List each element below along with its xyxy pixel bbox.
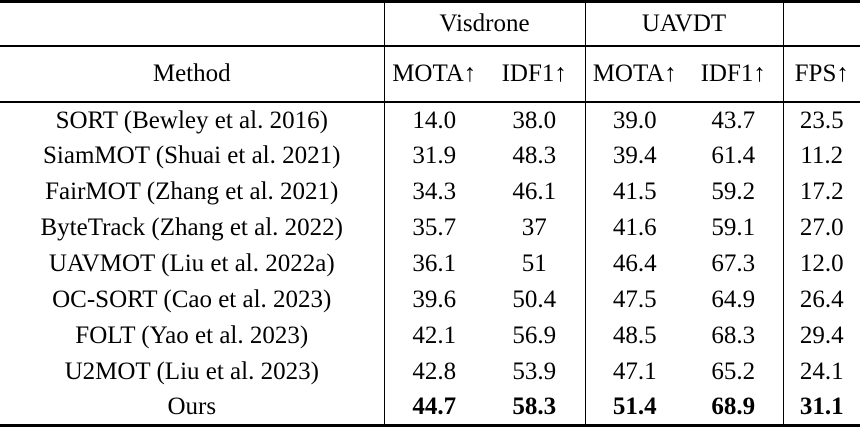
fps-cell: 26.4 <box>782 281 860 318</box>
visdrone-mota-cell: 44.7 <box>383 389 484 426</box>
uavdt-mota-cell: 47.1 <box>584 353 684 390</box>
visdrone-idf1-cell: 37 <box>521 214 547 241</box>
uavdt-idf1-cell: 68.3 <box>711 322 756 349</box>
visdrone-mota-cell: 34.3 <box>383 173 484 210</box>
method-cell: Ours <box>167 393 217 421</box>
uavdt-group-header: UAVDT <box>584 1 784 46</box>
visdrone-mota-cell: 31.9 <box>383 137 484 174</box>
visdrone-idf1-cell: 56.9 <box>512 322 557 349</box>
uavdt-idf1-cell: 59.2 <box>711 178 756 205</box>
visdrone-idf1-cell: 53.9 <box>512 358 557 385</box>
uavdt-mota-column-header: MOTA↑ <box>584 45 684 102</box>
fps-cell: 11.2 <box>782 137 860 174</box>
fps-cell: 27.0 <box>782 209 860 246</box>
table-row-siammot: SiamMOT (Shuai et al. 2021) 31.9 48.3 39… <box>0 137 860 174</box>
empty-header-cell <box>0 2 384 46</box>
visdrone-mota-cell: 39.6 <box>383 281 484 318</box>
method-column-header: Method <box>152 60 231 87</box>
visdrone-group-header: Visdrone <box>383 1 585 46</box>
visdrone-mota-cell: 42.1 <box>383 317 484 354</box>
method-cell: FOLT (Yao et al. 2023) <box>75 322 309 349</box>
visdrone-mota-cell: 35.7 <box>383 209 484 246</box>
visdrone-idf1-cell: 38.0 <box>512 106 557 134</box>
visdrone-mota-cell: 42.8 <box>383 353 484 390</box>
uavdt-mota-cell: 47.5 <box>584 281 684 318</box>
table-row-folt: FOLT (Yao et al. 2023) 42.1 56.9 48.5 68… <box>0 317 860 354</box>
table-row-ocsort: OC-SORT (Cao et al. 2023) 39.6 50.4 47.5… <box>0 281 860 318</box>
uavdt-idf1-cell: 61.4 <box>711 142 756 169</box>
visdrone-mota-column-header: MOTA↑ <box>383 45 484 102</box>
uavdt-mota-cell: 41.6 <box>584 209 684 246</box>
method-cell: ByteTrack (Zhang et al. 2022) <box>40 214 343 241</box>
uavdt-idf1-column-header: IDF1↑ <box>700 60 766 87</box>
uavdt-idf1-cell: 68.9 <box>711 393 756 421</box>
uavdt-mota-cell: 51.4 <box>584 389 684 426</box>
method-cell: U2MOT (Liu et al. 2023) <box>64 358 319 385</box>
uavdt-idf1-cell: 67.3 <box>711 250 756 277</box>
method-cell: OC-SORT (Cao et al. 2023) <box>52 286 332 313</box>
method-cell: UAVMOT (Liu et al. 2022a) <box>48 250 335 277</box>
empty-header-cell <box>782 1 860 46</box>
method-cell: SORT (Bewley et al. 2016) <box>55 106 328 134</box>
column-header-row: Method MOTA↑ IDF1↑ MOTA↑ IDF1↑ FPS↑ <box>0 45 860 102</box>
table-row-fairmot: FairMOT (Zhang et al. 2021) 34.3 46.1 41… <box>0 173 860 210</box>
visdrone-mota-cell: 36.1 <box>383 245 484 282</box>
table-row-uavmot: UAVMOT (Liu et al. 2022a) 36.1 51 46.4 6… <box>0 245 860 282</box>
visdrone-mota-cell: 14.0 <box>383 101 484 138</box>
dataset-group-header-row: Visdrone UAVDT <box>0 1 860 46</box>
table-row-bytetrack: ByteTrack (Zhang et al. 2022) 35.7 37 41… <box>0 209 860 246</box>
uavdt-mota-cell: 39.4 <box>584 137 684 174</box>
uavdt-idf1-cell: 43.7 <box>711 106 756 134</box>
uavdt-idf1-cell: 65.2 <box>711 358 756 385</box>
uavdt-idf1-cell: 59.1 <box>711 214 756 241</box>
uavdt-mota-cell: 39.0 <box>584 101 684 138</box>
visdrone-idf1-cell: 58.3 <box>512 393 557 421</box>
method-cell: FairMOT (Zhang et al. 2021) <box>45 178 339 205</box>
method-cell: SiamMOT (Shuai et al. 2021) <box>43 142 341 169</box>
visdrone-idf1-cell: 46.1 <box>512 178 557 205</box>
table-row-sort: SORT (Bewley et al. 2016) 14.0 38.0 39.0… <box>0 101 860 138</box>
visdrone-idf1-cell: 50.4 <box>512 286 557 313</box>
visdrone-idf1-column-header: IDF1↑ <box>501 60 567 87</box>
fps-cell: 12.0 <box>782 245 860 282</box>
fps-cell: 23.5 <box>782 101 860 138</box>
visdrone-idf1-cell: 48.3 <box>512 142 557 169</box>
uavdt-mota-cell: 48.5 <box>584 317 684 354</box>
fps-cell: 17.2 <box>782 173 860 210</box>
uavdt-mota-cell: 46.4 <box>584 245 684 282</box>
fps-cell: 29.4 <box>782 317 860 354</box>
table-row-ours: Ours 44.7 58.3 51.4 68.9 31.1 <box>0 389 860 426</box>
uavdt-mota-cell: 41.5 <box>584 173 684 210</box>
fps-column-header: FPS↑ <box>782 45 860 102</box>
results-table: Visdrone UAVDT Method MOTA↑ IDF1↑ MOTA↑ … <box>0 0 860 427</box>
table-row-u2mot: U2MOT (Liu et al. 2023) 42.8 53.9 47.1 6… <box>0 353 860 390</box>
uavdt-idf1-cell: 64.9 <box>711 286 756 313</box>
visdrone-idf1-cell: 51 <box>521 250 547 277</box>
fps-cell: 31.1 <box>782 389 860 426</box>
fps-cell: 24.1 <box>782 353 860 390</box>
